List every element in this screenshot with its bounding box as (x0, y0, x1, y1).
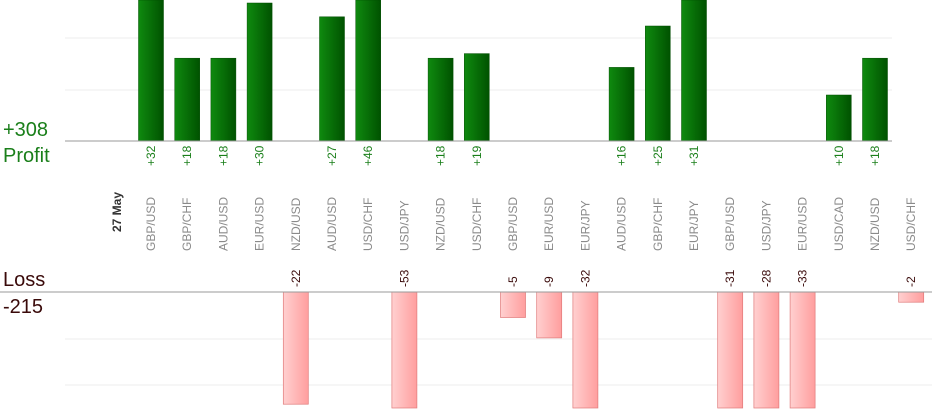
value-label: -33 (796, 269, 810, 287)
value-label: -32 (578, 269, 592, 287)
value-label: +18 (216, 145, 230, 166)
category-label: AUD/USD (615, 197, 629, 251)
category-label: NZD/USD (434, 197, 448, 251)
category-label: GBP/USD (723, 197, 737, 251)
loss-bar (717, 291, 744, 409)
value-label: +27 (325, 145, 339, 166)
value-label: +10 (832, 145, 846, 166)
loss-bar (282, 291, 309, 405)
value-label: +30 (253, 145, 267, 166)
value-label: +25 (651, 145, 665, 166)
category-label: EUR/JPY (687, 200, 701, 251)
loss-bar (789, 291, 816, 409)
category-label: NZD/USD (289, 197, 303, 251)
category-label: AUD/USD (325, 197, 339, 251)
profit-total: +308 (3, 119, 49, 141)
value-label: -31 (723, 269, 737, 287)
loss-total: -215 (3, 296, 44, 318)
category-label: GBP/USD (144, 197, 158, 251)
category-label: USD/CAD (832, 197, 846, 251)
profit-bar (862, 57, 888, 142)
category-label: AUD/USD (216, 197, 230, 251)
value-label: +18 (434, 145, 448, 166)
profit-bar (246, 2, 273, 142)
value-label: +31 (687, 145, 701, 166)
value-label: +32 (144, 145, 158, 166)
profit-bar (174, 57, 200, 142)
profit-bar (210, 57, 237, 142)
category-label: USD/CHF (361, 198, 375, 251)
category-label: EUR/JPY (578, 200, 592, 251)
value-label: +19 (470, 145, 484, 166)
profit-bar (464, 53, 490, 142)
category-label: USD/JPY (397, 200, 411, 251)
value-label: -28 (759, 269, 773, 287)
category-label: GBP/CHF (651, 198, 665, 251)
profit-bar (427, 57, 454, 142)
loss-bar (391, 291, 418, 409)
value-label: -2 (904, 276, 918, 287)
category-label: EUR/USD (796, 197, 810, 251)
value-label: +16 (615, 145, 629, 166)
value-label: +18 (868, 145, 882, 166)
profit-bar (645, 25, 671, 142)
category-label: USD/JPY (759, 200, 773, 251)
category-label: USD/CHF (904, 198, 918, 251)
profit-bar (681, 0, 707, 142)
profit-bar (826, 94, 852, 142)
loss-bar (500, 291, 526, 318)
category-label: GBP/USD (506, 197, 520, 251)
value-label: -5 (506, 276, 520, 287)
profit-bar (138, 0, 164, 142)
value-label: +18 (180, 145, 194, 166)
value-label: -9 (542, 276, 556, 287)
profit-bar (355, 0, 381, 142)
category-label: USD/CHF (470, 198, 484, 251)
category-label: GBP/CHF (180, 198, 194, 251)
category-label: NZD/USD (868, 197, 882, 251)
value-label: -53 (397, 269, 411, 287)
loss-label: Loss (3, 269, 46, 291)
bars-layer (138, 0, 925, 409)
value-label: -22 (289, 269, 303, 287)
loss-bar (753, 291, 780, 409)
loss-gridlines (65, 338, 932, 386)
profit-label: Profit (3, 145, 50, 167)
category-label: EUR/USD (542, 197, 556, 251)
loss-bar (898, 291, 925, 303)
profit-bar (319, 16, 345, 142)
loss-bar (572, 291, 599, 409)
labels-layer: +32 GBP/USD +18 GBP/CHF +18 AUD/USD +30 EUR/USD… (144, 145, 918, 287)
value-label: +46 (361, 145, 375, 166)
category-label: EUR/USD (253, 197, 267, 251)
profit-bar (608, 67, 635, 142)
loss-bar (536, 291, 563, 339)
date-label: 27 May (110, 192, 124, 232)
